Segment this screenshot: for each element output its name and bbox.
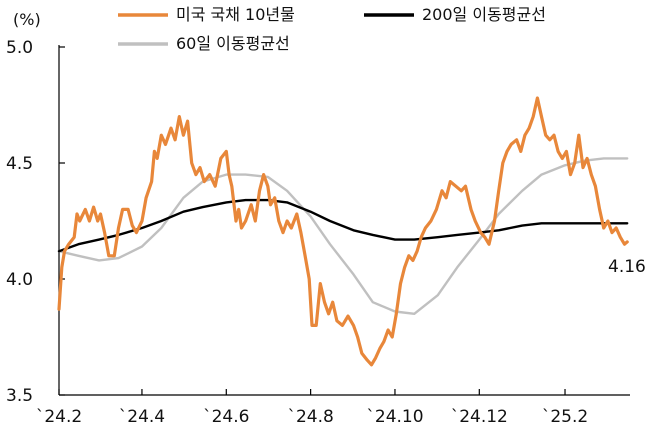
x-tick-label: `24.12: [451, 407, 508, 427]
x-tick-label: `24.8: [287, 407, 333, 427]
y-tick-label: 3.5: [6, 386, 33, 406]
legend: 미국 국채 10년물 200일 이동평균선 60일 이동평균선: [118, 5, 546, 53]
x-tick-label: `24.4: [119, 407, 165, 427]
x-axis-ticks: `24.2 `24.4 `24.6 `24.8 `24.10 `24.12 `25.2: [36, 389, 588, 427]
x-tick-label: `25.2: [542, 407, 588, 427]
legend-label: 200일 이동평균선: [422, 5, 546, 24]
y-axis-unit-label: (%): [13, 10, 41, 29]
series-line-2: [57, 157, 629, 315]
axes: [58, 45, 630, 396]
y-tick-label: 5.0: [6, 38, 33, 58]
y-axis-ticks: 5.0 4.5 4.0 3.5: [6, 38, 65, 406]
end-value-label: 4.16: [608, 257, 646, 277]
x-tick-label: `24.10: [366, 407, 423, 427]
y-tick-label: 4.5: [6, 154, 33, 174]
legend-label: 미국 국채 10년물: [176, 5, 295, 24]
series-line-1: [57, 198, 629, 253]
x-tick-label: `24.6: [203, 407, 249, 427]
y-tick-label: 4.0: [6, 270, 33, 290]
legend-label: 60일 이동평균선: [176, 34, 290, 53]
x-tick-label: `24.2: [36, 407, 82, 427]
series-line-0: [57, 96, 629, 367]
series-lines: [57, 96, 629, 367]
